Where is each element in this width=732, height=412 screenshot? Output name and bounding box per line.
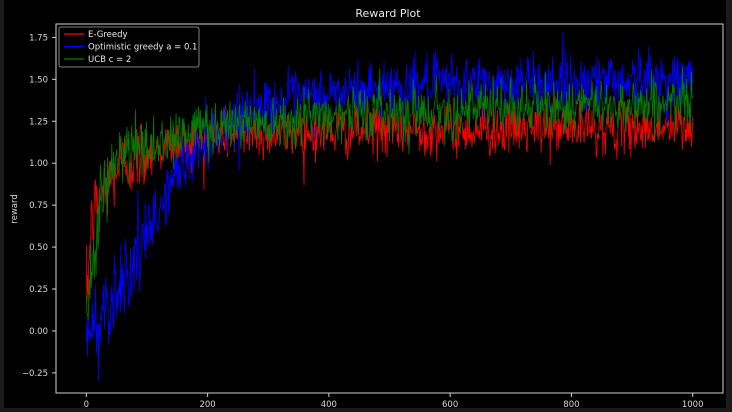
series-line-3 xyxy=(85,67,694,321)
legend-box xyxy=(58,26,200,68)
y-axis-label: reward xyxy=(10,194,20,223)
y-tick-label: −0.25 xyxy=(22,369,48,379)
x-tick-label: 600 xyxy=(442,400,458,408)
x-tick-label: 800 xyxy=(563,400,579,408)
window-frame-left xyxy=(0,0,4,408)
series-line-2 xyxy=(85,31,694,382)
y-tick-label: 0.25 xyxy=(29,285,48,295)
x-axis: 0 200 400 600 800 1000 xyxy=(84,393,704,410)
series-group xyxy=(85,31,694,382)
x-tick-label: 0 xyxy=(84,400,89,408)
y-tick-label: 1.75 xyxy=(29,33,48,43)
legend: E-Greedy Optimistic greedy a = 0.1 UCB c =… xyxy=(58,26,200,68)
y-tick-label: 1.00 xyxy=(29,159,48,169)
window-frame-right xyxy=(726,0,732,408)
chart-title: Reward Plot xyxy=(355,7,421,20)
x-tick-label: 1000 xyxy=(682,400,704,408)
x-tick-label: 400 xyxy=(321,400,337,408)
y-tick-label: 0.50 xyxy=(29,243,48,253)
legend-label: E-Greedy xyxy=(88,30,128,40)
plot-area-frame xyxy=(55,23,724,394)
legend-label: Optimistic greedy a = 0.1 xyxy=(88,43,197,53)
x-tick-label: 200 xyxy=(199,400,215,408)
y-tick-label: 0.00 xyxy=(29,327,48,337)
legend-label: UCB c = 2 xyxy=(88,55,131,65)
y-tick-label: 0.75 xyxy=(29,201,48,211)
y-axis: −0.25 0.00 0.25 0.50 0.75 1.00 1.25 1.50 1.75 xyxy=(22,33,56,379)
y-tick-label: 1.50 xyxy=(29,75,48,85)
y-tick-label: 1.25 xyxy=(29,117,48,127)
